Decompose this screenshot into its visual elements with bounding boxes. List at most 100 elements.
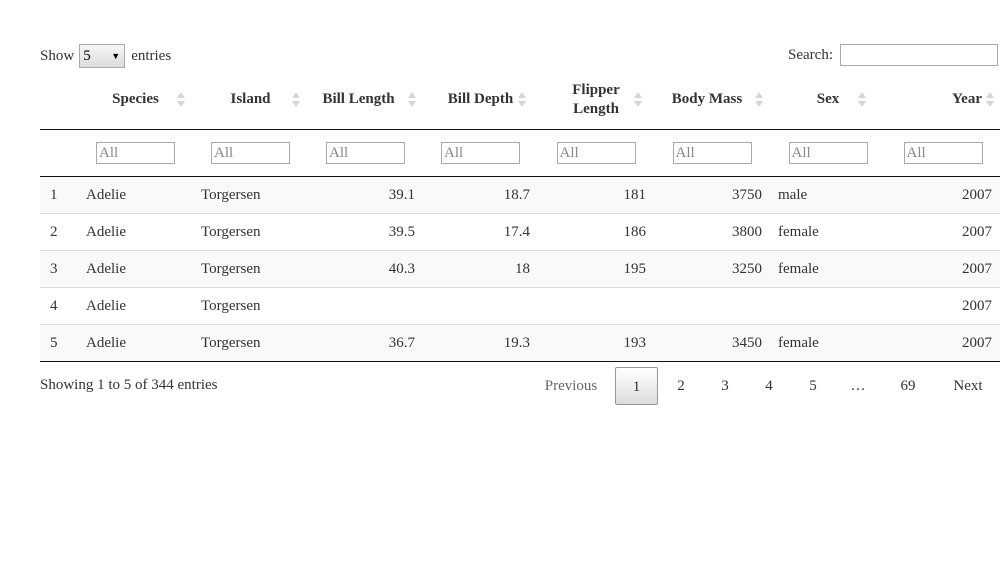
filter-input-species[interactable]: All — [96, 142, 175, 164]
sort-icon — [408, 91, 416, 108]
page-button-5[interactable]: 5 — [809, 378, 817, 394]
page-length-value: 5 — [83, 48, 91, 64]
sort-icon — [177, 91, 185, 108]
cell-body-mass — [654, 287, 770, 325]
cell-species: Adelie — [78, 287, 193, 325]
entries-label: entries — [131, 47, 172, 64]
column-header-species[interactable]: Species — [78, 70, 193, 130]
cell-body-mass: 3250 — [654, 250, 770, 288]
cell-island: Torgersen — [193, 324, 308, 362]
sort-icon — [755, 91, 763, 108]
column-header-sex[interactable]: Sex — [770, 70, 886, 130]
column-label: Year — [952, 91, 982, 107]
show-label: Show — [40, 47, 75, 64]
filter-input-body-mass[interactable]: All — [672, 142, 752, 164]
row-index: 1 — [40, 176, 78, 214]
next-button[interactable]: Next — [953, 378, 983, 394]
filter-cell: All — [770, 129, 886, 177]
sort-icon — [292, 91, 300, 108]
cell-sex: female — [770, 213, 886, 251]
table-controls: Show 5 ▼ entries Search: — [40, 43, 1000, 69]
cell-bill-length — [308, 287, 423, 325]
cell-year: 2007 — [886, 250, 1000, 288]
cell-flipper-length — [538, 287, 654, 325]
search-input[interactable] — [840, 44, 998, 66]
filter-cell: All — [308, 129, 423, 177]
row-index: 4 — [40, 287, 78, 325]
cell-sex: female — [770, 324, 886, 362]
previous-button[interactable]: Previous — [544, 378, 598, 394]
cell-bill-depth — [423, 287, 538, 325]
filter-input-bill-length[interactable]: All — [326, 142, 405, 164]
cell-flipper-length: 186 — [538, 213, 654, 251]
filter-cell-index — [40, 129, 78, 177]
column-header-body-mass[interactable]: Body Mass — [654, 70, 770, 130]
cell-island: Torgersen — [193, 213, 308, 251]
sort-icon — [858, 91, 866, 108]
table-row[interactable]: 5 Adelie Torgersen 36.7 19.3 193 3450 fe… — [40, 324, 1000, 362]
cell-bill-length: 39.5 — [308, 213, 423, 251]
page-button-2[interactable]: 2 — [677, 378, 685, 394]
filter-input-sex[interactable]: All — [788, 142, 868, 164]
cell-body-mass: 3750 — [654, 176, 770, 214]
row-index: 3 — [40, 250, 78, 288]
row-index: 2 — [40, 213, 78, 251]
cell-bill-length: 36.7 — [308, 324, 423, 362]
page-length-select[interactable]: 5 ▼ — [79, 44, 126, 68]
pagination-ellipsis: … — [850, 378, 866, 394]
cell-year: 2007 — [886, 213, 1000, 251]
filter-cell: All — [538, 129, 654, 177]
cell-year: 2007 — [886, 324, 1000, 362]
cell-flipper-length: 181 — [538, 176, 654, 214]
sort-icon — [518, 91, 526, 108]
cell-bill-depth: 19.3 — [423, 324, 538, 362]
table-row[interactable]: 4 Adelie Torgersen 2007 — [40, 287, 1000, 325]
cell-bill-length: 39.1 — [308, 176, 423, 214]
cell-sex — [770, 287, 886, 325]
chevron-down-icon: ▼ — [111, 51, 121, 61]
sort-icon — [634, 91, 642, 108]
column-label-line2: Length — [573, 100, 619, 117]
pagination: Previous 1 2 3 4 5 … 69 Next — [0, 367, 1000, 405]
page-button-3[interactable]: 3 — [721, 378, 729, 394]
column-header-bill-length[interactable]: Bill Length — [308, 70, 423, 130]
column-header-flipper-length[interactable]: Flipper Length — [538, 70, 654, 130]
column-header-index — [40, 70, 78, 130]
column-header-island[interactable]: Island — [193, 70, 308, 130]
sort-icon — [986, 91, 994, 108]
column-label: Flipper Length — [572, 81, 620, 119]
cell-island: Torgersen — [193, 176, 308, 214]
search-control: Search: — [788, 43, 998, 67]
filter-input-island[interactable]: All — [211, 142, 290, 164]
cell-bill-depth: 17.4 — [423, 213, 538, 251]
filter-cell: All — [886, 129, 1000, 177]
cell-year: 2007 — [886, 287, 1000, 325]
cell-species: Adelie — [78, 213, 193, 251]
cell-body-mass: 3450 — [654, 324, 770, 362]
table-row[interactable]: 3 Adelie Torgersen 40.3 18 195 3250 fema… — [40, 250, 1000, 288]
column-header-year[interactable]: Year — [886, 70, 1000, 130]
cell-sex: male — [770, 176, 886, 214]
column-label: Body Mass — [671, 91, 743, 107]
search-label: Search: — [788, 46, 833, 63]
filter-row: All All All All All All All All — [40, 129, 1000, 177]
column-label-line1: Flipper — [572, 81, 620, 98]
filter-input-bill-depth[interactable]: All — [441, 142, 520, 164]
filter-input-year[interactable]: All — [903, 142, 983, 164]
page-button-69[interactable]: 69 — [900, 378, 916, 394]
column-header-bill-depth[interactable]: Bill Depth — [423, 70, 538, 130]
table-row[interactable]: 2 Adelie Torgersen 39.5 17.4 186 3800 fe… — [40, 213, 1000, 251]
table-info: Showing 1 to 5 of 344 entries — [40, 377, 218, 393]
cell-species: Adelie — [78, 324, 193, 362]
column-label: Island — [230, 91, 271, 107]
filter-cell: All — [654, 129, 770, 177]
cell-body-mass: 3800 — [654, 213, 770, 251]
cell-flipper-length: 195 — [538, 250, 654, 288]
filter-input-flipper-length[interactable]: All — [556, 142, 636, 164]
header-row: Species Island Bill Length Bill Depth Fl… — [40, 70, 1000, 130]
page-button-1[interactable]: 1 — [615, 367, 658, 405]
cell-species: Adelie — [78, 250, 193, 288]
page-button-4[interactable]: 4 — [765, 378, 773, 394]
cell-island: Torgersen — [193, 287, 308, 325]
table-row[interactable]: 1 Adelie Torgersen 39.1 18.7 181 3750 ma… — [40, 176, 1000, 214]
